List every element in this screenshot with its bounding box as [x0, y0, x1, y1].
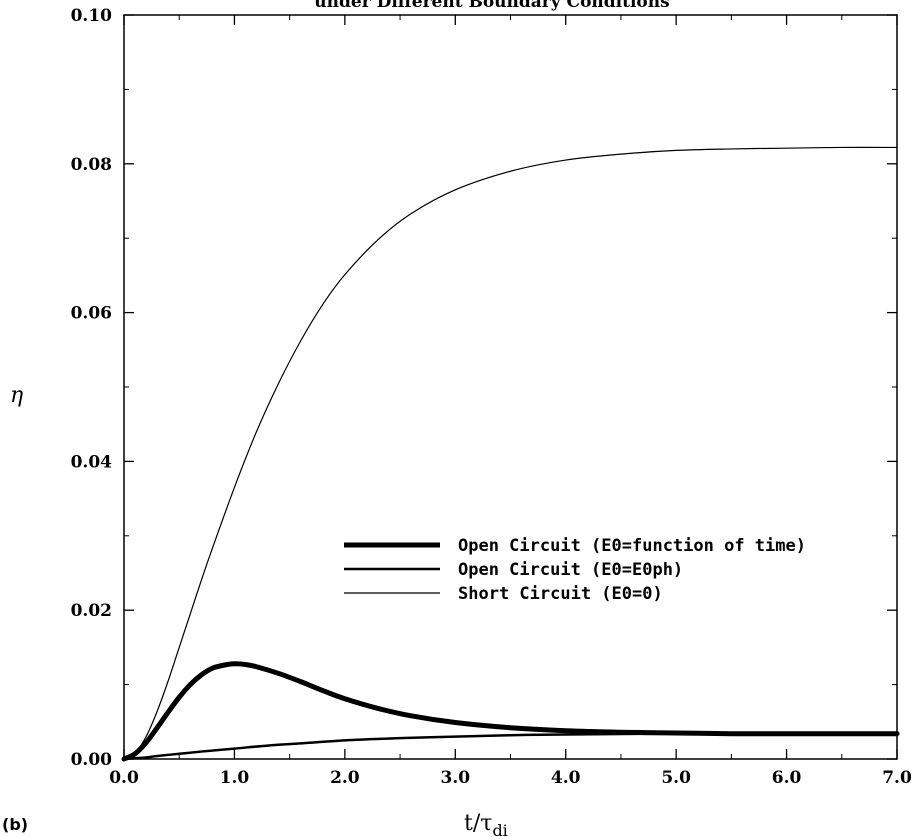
legend: Open Circuit (E0=function of time) Open C…: [344, 536, 806, 604]
chart-title: under Different Boundary Conditions: [314, 0, 669, 12]
axis-ticks: [123, 14, 898, 760]
series-line-3: [123, 146, 898, 760]
x-axis-label-sub: di: [492, 821, 507, 837]
x-axis-label-main: t/τ: [464, 811, 492, 836]
legend-label-1: Open Circuit (E0=function of time): [458, 536, 806, 556]
plot-area: [121, 146, 900, 762]
legend-label-2: Open Circuit (E0=E0ph): [458, 560, 683, 580]
x-tick-label: 0.0: [109, 768, 139, 788]
x-tick-label: 2.0: [330, 768, 360, 788]
y-tick-labels: 0.00 0.02 0.04 0.06 0.08 0.10: [71, 6, 113, 770]
x-tick-labels: 0.0 1.0 2.0 3.0 4.0 5.0 6.0 7.0: [109, 768, 912, 788]
y-tick-label: 0.04: [71, 452, 113, 472]
series-line-1: [121, 661, 900, 762]
y-axis-label: η: [10, 383, 23, 408]
x-tick-label: 4.0: [551, 768, 581, 788]
y-tick-label: 0.02: [71, 601, 112, 621]
y-tick-label: 0.06: [71, 304, 112, 324]
x-axis-label: t/τdi: [464, 811, 508, 837]
legend-label-3: Short Circuit (E0=0): [458, 584, 663, 604]
panel-label: (b): [2, 815, 28, 834]
y-tick-label: 0.08: [71, 155, 112, 175]
x-tick-label: 3.0: [440, 768, 470, 788]
x-tick-label: 6.0: [772, 768, 802, 788]
x-tick-label: 7.0: [882, 768, 912, 788]
x-tick-label: 5.0: [661, 768, 691, 788]
plot-frame: [123, 14, 898, 760]
y-tick-label: 0.00: [71, 750, 113, 770]
y-tick-label: 0.10: [71, 6, 113, 26]
x-tick-label: 1.0: [220, 768, 250, 788]
series-line-2: [122, 732, 899, 761]
